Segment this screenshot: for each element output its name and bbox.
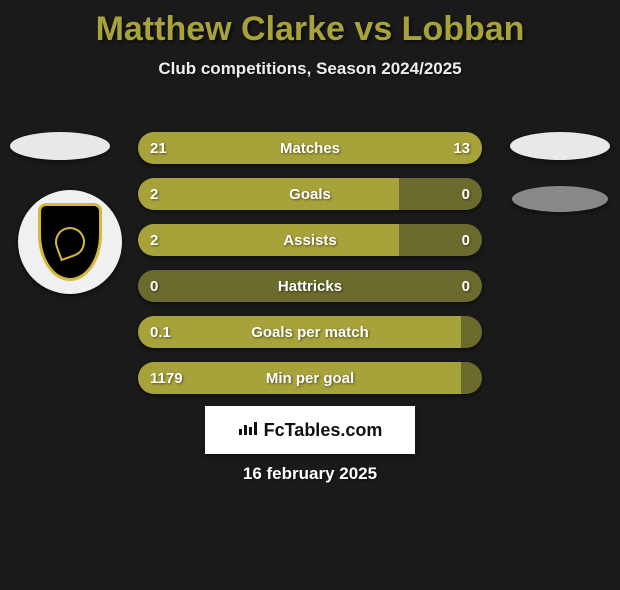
shield-icon	[38, 203, 102, 281]
subtitle: Club competitions, Season 2024/2025	[0, 59, 620, 79]
chart-icon	[238, 420, 258, 441]
stat-label: Assists	[138, 224, 482, 256]
stat-row: 2113Matches	[138, 132, 482, 164]
player-a-photo-oval	[10, 132, 110, 160]
player-b-secondary-oval	[512, 186, 608, 212]
source-logo: FcTables.com	[205, 406, 415, 454]
stat-label: Min per goal	[138, 362, 482, 394]
club-crest	[18, 190, 122, 294]
stat-row: 0.1Goals per match	[138, 316, 482, 348]
stat-row: 20Goals	[138, 178, 482, 210]
source-logo-text: FcTables.com	[264, 420, 383, 441]
stats-table: 2113Matches 20Goals 20Assists 00Hattricks 0.…	[138, 132, 482, 408]
stat-label: Matches	[138, 132, 482, 164]
stat-label: Goals per match	[138, 316, 482, 348]
stat-label: Goals	[138, 178, 482, 210]
player-b-photo-oval	[510, 132, 610, 160]
stat-label: Hattricks	[138, 270, 482, 302]
stat-row: 20Assists	[138, 224, 482, 256]
stat-row: 1179Min per goal	[138, 362, 482, 394]
date-label: 16 february 2025	[0, 464, 620, 484]
page-title: Matthew Clarke vs Lobban	[0, 10, 620, 49]
stat-row: 00Hattricks	[138, 270, 482, 302]
